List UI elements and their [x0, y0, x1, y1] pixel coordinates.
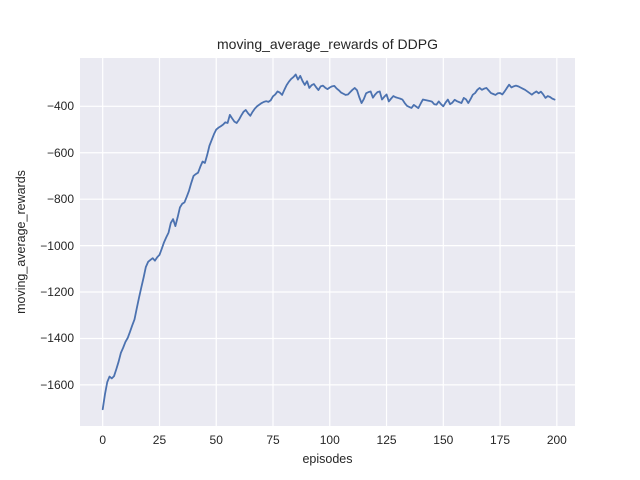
x-tick-label: 125: [376, 433, 397, 447]
x-tick-label: 150: [433, 433, 454, 447]
x-tick-label: 100: [319, 433, 340, 447]
x-tick-label: 0: [99, 433, 107, 447]
y-tick-label: −1400: [40, 331, 74, 346]
plot-area: [80, 58, 575, 426]
x-axis-label: episodes: [302, 452, 353, 466]
y-tick-label: −1000: [40, 238, 74, 253]
chart-title: moving_average_rewards of DDPG: [217, 36, 438, 52]
y-tick-label: −1200: [40, 285, 74, 300]
x-tick-label: 200: [546, 433, 567, 447]
x-tick-label: 25: [152, 433, 167, 447]
y-tick-label: −400: [46, 99, 74, 114]
x-tick-label: 50: [209, 433, 223, 447]
x-tick-label: 75: [266, 433, 280, 447]
y-tick-label: −600: [46, 145, 74, 160]
y-tick-label: −800: [46, 192, 74, 207]
line-chart-canvas: [80, 58, 575, 426]
x-tick-label: 175: [490, 433, 511, 447]
y-tick-label: −1600: [40, 377, 74, 392]
reward-line-series: [101, 73, 556, 411]
